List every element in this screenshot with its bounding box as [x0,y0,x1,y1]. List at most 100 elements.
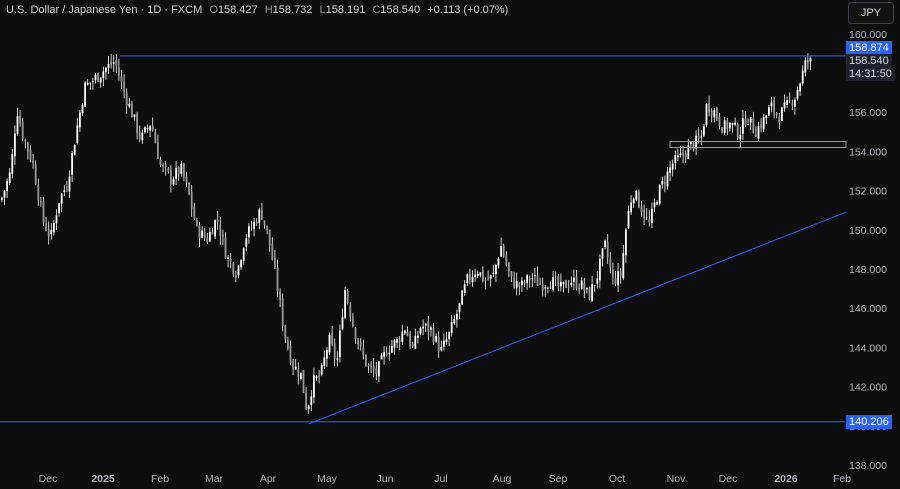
candle-body [383,352,385,357]
range-box [669,141,847,148]
candle-body [515,280,518,288]
candle-body [726,120,729,130]
candle-body [279,291,281,301]
candle-body [578,288,580,289]
candle-body [593,285,596,286]
candle-body [154,132,157,144]
candle-body [801,70,804,84]
candle-body [513,277,515,288]
candle-body [409,334,411,346]
candle-body [648,219,651,223]
candle-body [115,59,118,66]
candle-body [435,336,437,342]
time-tick-label: Apr [260,473,277,485]
candle-body [3,190,6,198]
candle-body [346,291,349,303]
candle-body [518,283,521,287]
candle-body [796,90,799,99]
candle-body [11,154,14,175]
candle-body [274,258,276,268]
candle-body [749,117,752,123]
candle-body [112,62,115,64]
candle-body [692,142,695,150]
candle-body [523,281,526,284]
candle-body [60,193,63,204]
candle-body [240,260,242,268]
candle-body [370,364,372,368]
candle-body [388,352,391,354]
candle-body [105,67,107,72]
price-tick-label: 142.000 [849,382,887,394]
candle-body [752,118,755,134]
candle-body [788,100,791,101]
candle-body [721,127,723,134]
candle-body [679,153,682,156]
candle-body [391,345,393,353]
candle-body [463,284,466,294]
price-tick-label: 146.000 [849,303,887,315]
time-tick-label: Feb [833,473,851,485]
candle-body [526,275,528,284]
candle-body [448,332,450,340]
candle-body [580,280,583,289]
candle-body [682,152,684,156]
candle-body [86,82,89,85]
candle-body [294,366,297,370]
candle-body [567,286,570,288]
candle-body [770,102,773,107]
candle-body [63,190,66,192]
candle-body [427,321,430,332]
candle-body [760,124,762,129]
candle-body [242,248,245,261]
candle-body [21,121,24,140]
currency-button[interactable]: JPY [848,2,894,24]
candle-body [66,188,68,190]
time-tick-label: 2025 [91,473,115,485]
candle-body [453,319,456,324]
candle-body [440,346,443,351]
candle-body [487,278,489,280]
candle-body [185,176,188,183]
time-tick-label: Nov [667,473,686,485]
candle-body [128,103,131,107]
drawings-group [0,55,847,425]
candle-body [315,376,318,378]
candle-body [71,152,73,175]
candle-body [118,67,120,76]
candle-body [638,192,640,208]
candle-body [544,287,547,289]
candle-body [508,262,510,272]
candle-body [157,142,159,159]
candle-body [34,164,37,185]
candle-body [664,182,666,184]
candle-body [489,275,492,279]
candle-body [320,364,323,375]
candle-body [674,154,677,164]
candle-body [583,282,586,291]
candle-body [292,360,294,369]
candle-body [492,272,495,274]
candle-body [146,128,149,130]
candle-body [144,127,146,133]
candle-body [432,328,435,342]
time-tick-label: Dec [39,473,58,485]
candle-body [367,365,370,367]
candle-body [170,170,172,184]
candle-body [705,103,708,125]
candle-body [645,216,648,218]
candle-body [136,113,138,133]
candle-body [552,277,554,290]
candle-body [268,229,271,245]
candle-body [471,277,474,283]
candle-body [606,241,609,258]
candle-body [32,160,34,163]
candle-body [588,287,591,300]
candle-body [411,343,414,347]
candle-body [19,115,21,125]
candle-body [284,325,287,340]
candle-body [573,277,575,282]
candle-body [1,197,3,201]
candle-body [786,100,788,106]
symbol-title[interactable]: U.S. Dollar / Japanese Yen · 1D · FXCM [6,4,203,16]
